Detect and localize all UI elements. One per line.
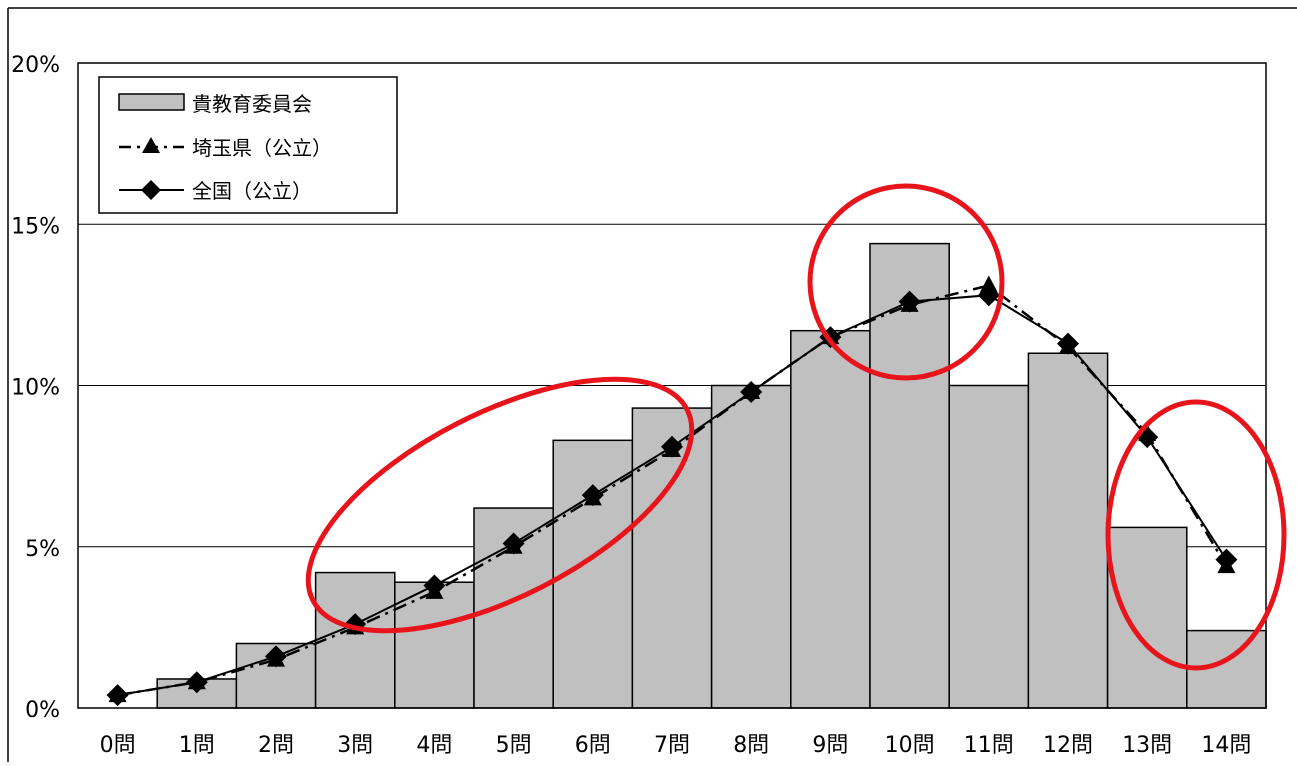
- y-tick-label: 15%: [11, 214, 60, 239]
- diamond-marker: [977, 284, 1000, 307]
- x-tick-label: 8問: [733, 733, 769, 758]
- legend-label-national: 全国（公立）: [192, 179, 312, 203]
- diamond-marker: [265, 645, 287, 668]
- bar: [869, 242, 950, 709]
- y-tick-label: 0%: [25, 698, 60, 723]
- legend-triangle-marker-icon: [142, 137, 160, 153]
- y-axis-tick-labels: 0% 5% 10% 15% 20%: [11, 53, 60, 723]
- bar: [314, 571, 396, 709]
- diamond-marker: [740, 380, 763, 403]
- annotation-ellipses: [305, 183, 1287, 671]
- highlight-ellipse: [807, 183, 1005, 381]
- diamond-marker: [185, 671, 208, 694]
- x-tick-label: 9問: [812, 733, 848, 758]
- legend-swatch-bar: [118, 93, 185, 111]
- x-tick-label: 12問: [1043, 733, 1093, 758]
- x-tick-label: 5問: [496, 733, 532, 758]
- diamond-marker: [581, 484, 604, 507]
- x-tick-label: 6問: [575, 733, 611, 758]
- bar: [948, 384, 1030, 709]
- bar: [790, 329, 871, 709]
- x-tick-label: 4問: [416, 733, 452, 758]
- bar-series: [156, 242, 1267, 709]
- plot-area-border: [77, 62, 1267, 709]
- highlight-ellipse: [305, 376, 695, 634]
- diamond-marker: [423, 574, 446, 597]
- y-tick-label: 5%: [25, 537, 60, 562]
- diamond-marker: [106, 684, 129, 707]
- x-tick-label: 11問: [964, 733, 1014, 758]
- x-axis-tick-labels: 0問 1問 2問 3問 4問 5問 6問 7問 8問 9問 10問 11問 12問 13問 14問: [100, 733, 1252, 758]
- x-tick-label: 10問: [885, 733, 935, 758]
- bar: [1027, 352, 1109, 709]
- x-tick-label: 13問: [1122, 733, 1172, 758]
- diamond-marker: [661, 435, 683, 458]
- diamond-marker: [502, 532, 525, 555]
- x-tick-label: 0問: [100, 733, 136, 758]
- x-tick-label: 14問: [1201, 733, 1251, 758]
- bar: [394, 581, 475, 709]
- bar: [1106, 526, 1188, 709]
- y-tick-label: 10%: [11, 376, 60, 401]
- legend-label-prefecture: 埼玉県（公立）: [192, 136, 332, 160]
- diamond-marker: [898, 290, 921, 313]
- y-tick-label: 20%: [11, 53, 60, 78]
- legend: 貴教育委員会 埼玉県（公立） 全国（公立）: [98, 76, 398, 214]
- x-tick-label: 2問: [258, 733, 294, 758]
- x-tick-label: 1問: [179, 733, 215, 758]
- legend-label-bar: 貴教育委員会: [192, 92, 312, 116]
- legend-diamond-marker-icon: [141, 180, 161, 200]
- bar: [631, 407, 713, 709]
- diamond-marker: [1057, 332, 1079, 355]
- highlight-ellipse: [1105, 399, 1287, 671]
- bar: [710, 384, 792, 709]
- x-tick-label: 3問: [337, 733, 373, 758]
- diamond-marker: [1215, 548, 1238, 571]
- triangle-marker: [979, 275, 998, 293]
- x-tick-label: 7問: [654, 733, 690, 758]
